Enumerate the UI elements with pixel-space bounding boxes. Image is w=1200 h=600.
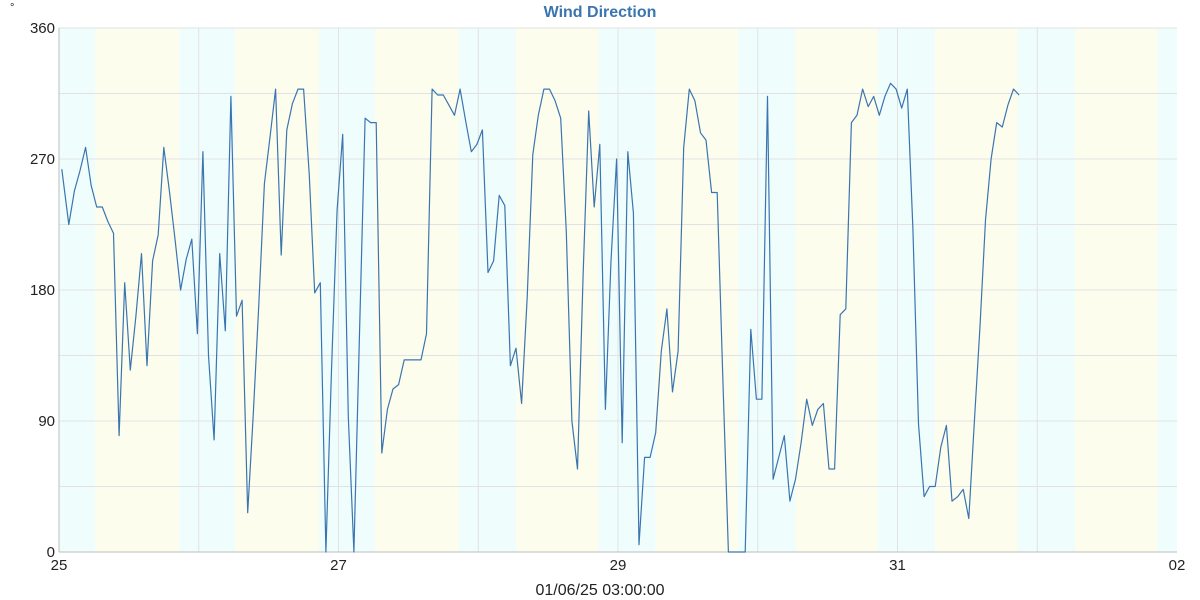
wind-direction-chart: 0 90 180 270 360 25 27 29 31 02 Wind Direction ° (10, 2, 1186, 574)
x-tick-label: 27 (330, 557, 347, 574)
unit-label: ° (10, 2, 14, 14)
footer-timestamp: 01/06/25 03:00:00 (535, 582, 665, 599)
y-tick-labels: 0 90 180 270 360 (30, 20, 55, 561)
x-tick-label: 29 (610, 557, 627, 574)
axes (58, 28, 1177, 553)
chart-title: Wind Direction (544, 4, 657, 21)
y-tick-label: 360 (30, 20, 55, 37)
y-tick-label: 0 (47, 544, 55, 561)
x-tick-label: 02 (1169, 557, 1186, 574)
y-tick-label: 90 (38, 413, 55, 430)
y-tick-label: 270 (30, 151, 55, 168)
wind-direction-line (61, 82, 1020, 553)
y-tick-label: 180 (30, 282, 55, 299)
series-layer (61, 82, 1020, 553)
x-tick-label: 25 (51, 557, 68, 574)
x-tick-labels: 25 27 29 31 02 (51, 557, 1186, 574)
x-tick-label: 31 (889, 557, 906, 574)
